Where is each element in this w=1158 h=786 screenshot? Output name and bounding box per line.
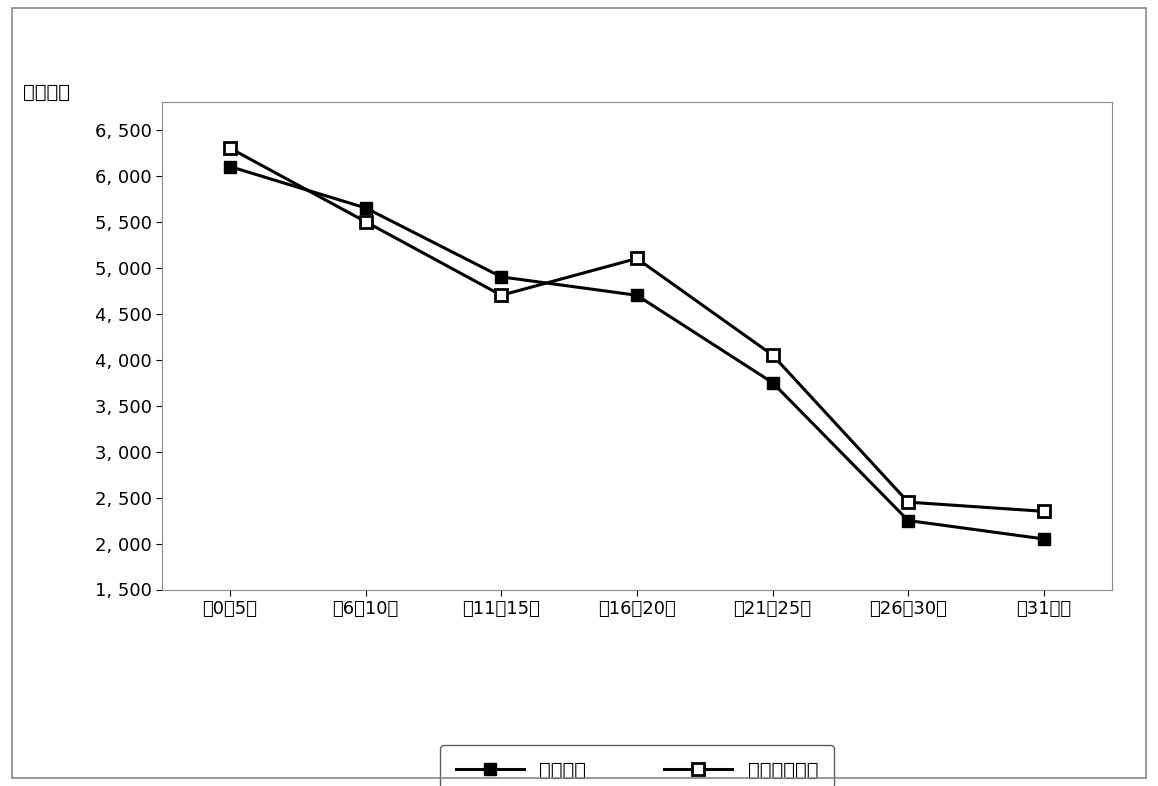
新規登録物件 xyxy=(494,291,508,300)
成約物件 xyxy=(494,272,508,281)
新規登録物件 xyxy=(630,254,644,263)
新規登録物件 xyxy=(223,143,237,152)
Line: 新規登録物件: 新規登録物件 xyxy=(223,142,1050,518)
新規登録物件 xyxy=(1036,507,1050,516)
成約物件 xyxy=(901,516,915,525)
Line: 成約物件: 成約物件 xyxy=(223,160,1050,545)
新規登録物件 xyxy=(901,498,915,507)
成約物件 xyxy=(223,162,237,171)
Legend: 成約物件, 新規登録物件: 成約物件, 新規登録物件 xyxy=(440,745,834,786)
成約物件 xyxy=(630,291,644,300)
Text: （万円）: （万円） xyxy=(23,83,71,101)
成約物件 xyxy=(1036,534,1050,544)
成約物件 xyxy=(765,378,779,387)
新規登録物件 xyxy=(765,351,779,360)
成約物件 xyxy=(359,204,373,213)
新規登録物件 xyxy=(359,217,373,226)
